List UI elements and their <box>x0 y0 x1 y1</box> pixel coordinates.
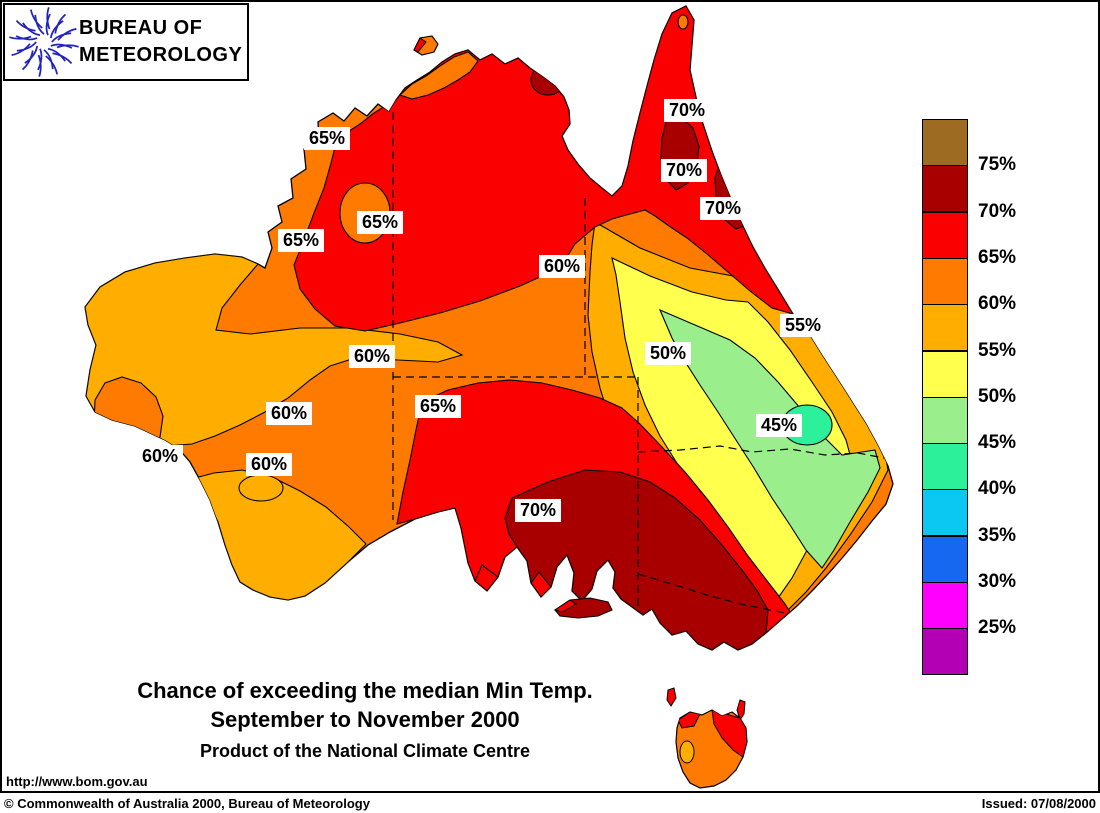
tasmania-region-55-60-patch <box>679 740 695 764</box>
legend-label: 35% <box>978 524 1017 546</box>
legend-color-box <box>922 535 968 583</box>
issued-date: Issued: 07/08/2000 <box>981 796 1096 811</box>
legend-color-box <box>922 350 968 398</box>
legend-label: 50% <box>978 385 1017 407</box>
bom-cyclone-logo-icon <box>9 7 79 77</box>
tasmania-region-65-70-northwest <box>677 711 701 729</box>
legend-color-box <box>922 119 968 166</box>
region-70-75-south <box>504 469 769 650</box>
legend-label: 70% <box>978 200 1017 222</box>
region-60-65-topend-fringe <box>398 51 479 100</box>
map-contour-label: 60% <box>246 453 293 476</box>
map-contour-label: 65% <box>278 229 325 252</box>
region-45-50 <box>658 308 881 569</box>
logo-line-2: METEOROLOGY <box>79 44 243 66</box>
legend-color-box <box>922 628 968 676</box>
bom-url: http://www.bom.gov.au <box>6 774 148 789</box>
map-contour-label: 70% <box>664 99 711 122</box>
map-contour-label: 70% <box>661 159 708 182</box>
legend-label: 65% <box>978 246 1017 268</box>
legend-label: 45% <box>978 432 1017 454</box>
legend-label: 60% <box>978 293 1017 315</box>
map-contour-label: 45% <box>756 414 803 437</box>
legend-label: 75% <box>978 154 1017 176</box>
legend-label: 55% <box>978 339 1017 361</box>
region-65-70-yorke-tip <box>530 571 552 598</box>
bom-logo-box: BUREAU OF METEOROLOGY <box>3 3 249 81</box>
legend-color-box <box>922 396 968 444</box>
legend-color-box <box>922 443 968 491</box>
title-block: Chance of exceeding the median Min Temp.… <box>35 678 695 762</box>
legend-color-box <box>922 304 968 352</box>
legend: 75% 70% 65% 60% 55% 50% 45% 40% 35% 30% 25% <box>922 119 1092 689</box>
map-contour-label: 60% <box>266 402 313 425</box>
map-period: September to November 2000 <box>210 707 520 732</box>
logo-line-1: BUREAU OF <box>79 17 203 39</box>
mainland-contour-regions <box>85 6 889 650</box>
region-65-70-eyre-tip <box>474 564 499 592</box>
map-contour-label: 70% <box>515 499 562 522</box>
tiwi-islands-red <box>413 37 427 53</box>
map-contour-label: 65% <box>304 127 351 150</box>
king-island <box>666 687 677 707</box>
legend-label: 25% <box>978 617 1017 639</box>
map-contour-label: 60% <box>539 255 586 278</box>
legend-color-box <box>922 489 968 537</box>
map-contour-label: 70% <box>700 197 747 220</box>
map-product: Product of the National Climate Centre <box>199 741 531 761</box>
map-contour-label: 65% <box>357 211 404 234</box>
legend-color-box <box>922 582 968 629</box>
logo-text: BUREAU OF METEOROLOGY <box>79 15 242 69</box>
map-contour-label: 60% <box>137 445 184 468</box>
legend-color-box <box>922 257 968 305</box>
map-contour-label: 55% <box>780 314 827 337</box>
bottom-bar: © Commonwealth of Australia 2000, Bureau… <box>0 795 1100 813</box>
map-contour-label: 65% <box>415 395 462 418</box>
tasmania-regions <box>677 710 747 764</box>
kangaroo-island-west-tip <box>553 599 577 613</box>
legend-label: 40% <box>978 478 1017 500</box>
australia-probability-map <box>84 5 894 789</box>
map-contour-label: 60% <box>349 345 396 368</box>
copyright-text: © Commonwealth of Australia 2000, Bureau… <box>4 796 370 811</box>
map-title: Chance of exceeding the median Min Temp. <box>137 678 593 703</box>
legend-color-box <box>922 211 968 259</box>
region-55-60-enclave <box>238 474 284 502</box>
map-contour-label: 50% <box>645 342 692 365</box>
swirl-arms <box>9 7 79 77</box>
legend-label: 30% <box>978 571 1017 592</box>
border-qld-nsw <box>637 445 885 459</box>
legend-color-box <box>922 165 968 213</box>
region-60-65-capeyork-dot <box>677 14 689 30</box>
flinders-island <box>736 699 746 722</box>
